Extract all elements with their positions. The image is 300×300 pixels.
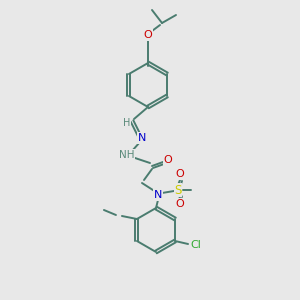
Text: O: O — [144, 30, 152, 40]
Text: O: O — [176, 199, 184, 209]
Text: O: O — [176, 169, 184, 179]
Text: NH: NH — [119, 150, 135, 160]
Text: H: H — [123, 118, 131, 128]
Text: N: N — [138, 133, 146, 143]
Text: Cl: Cl — [190, 240, 202, 250]
Text: N: N — [154, 190, 162, 200]
Text: O: O — [164, 155, 172, 165]
Text: S: S — [174, 184, 182, 196]
